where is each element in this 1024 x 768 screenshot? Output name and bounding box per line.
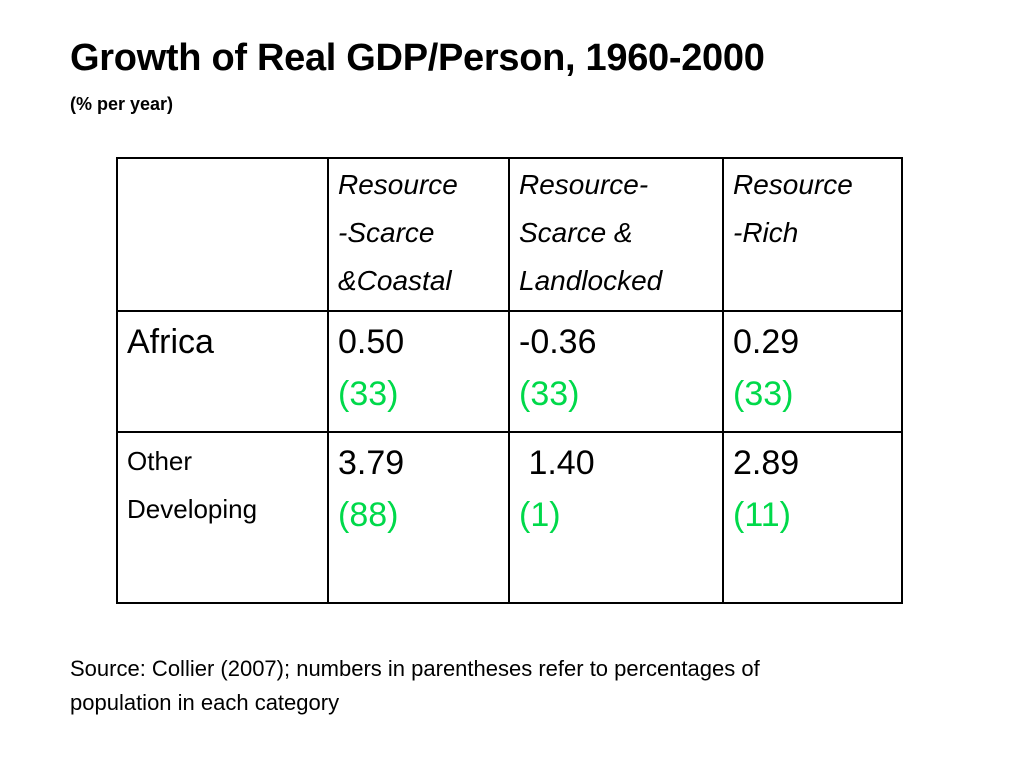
table-row-africa: Africa 0.50 (33) -0.36 (33) 0.29 (33) [116,310,903,433]
source-note: Source: Collier (2007); numbers in paren… [70,656,760,715]
row-label-africa: Africa [127,323,214,361]
slide-subtitle: (% per year) [70,94,174,114]
table-row-other-developing: Other Developing 3.79 (88) 1.40 (1) 2.89… [116,431,903,604]
growth-value: 0.29 [733,323,800,361]
population-percentage: (33) [338,375,399,413]
population-percentage: (33) [519,375,580,413]
row-label-cell: Africa [116,310,329,433]
row-label-cell: Other Developing [116,431,329,604]
header-cell-scarce-landlocked: Resource- Scarce & Landlocked [508,157,724,312]
table-cell: 0.29 (33) [722,310,903,433]
population-percentage: (11) [733,496,791,534]
table-cell: 1.40 (1) [508,431,724,604]
table-cell: 2.89 (11) [722,431,903,604]
row-label-other-developing: Other Developing [127,446,258,524]
table-cell: 0.50 (33) [327,310,510,433]
population-percentage: (33) [733,375,794,413]
header-cell-scarce-coastal: Resource -Scarce &Coastal [327,157,510,312]
header-cell-empty [116,157,329,312]
table-cell: 3.79 (88) [327,431,510,604]
table-cell: -0.36 (33) [508,310,724,433]
growth-value: 1.40 [519,444,595,482]
population-percentage: (1) [519,496,561,534]
header-label-scarce-landlocked: Resource- Scarce & Landlocked [519,169,663,296]
growth-value: 2.89 [733,444,800,482]
header-cell-rich: Resource -Rich [722,157,903,312]
growth-value: -0.36 [519,323,597,361]
slide-title: Growth of Real GDP/Person, 1960-2000 [70,37,765,79]
population-percentage: (88) [338,496,399,534]
header-label-scarce-coastal: Resource -Scarce &Coastal [338,169,458,296]
gdp-growth-table: Resource -Scarce &Coastal Resource- Scar… [116,157,903,604]
header-label-rich: Resource -Rich [733,169,853,248]
growth-value: 0.50 [338,323,405,361]
growth-value: 3.79 [338,444,405,482]
table-header-row: Resource -Scarce &Coastal Resource- Scar… [116,157,903,312]
